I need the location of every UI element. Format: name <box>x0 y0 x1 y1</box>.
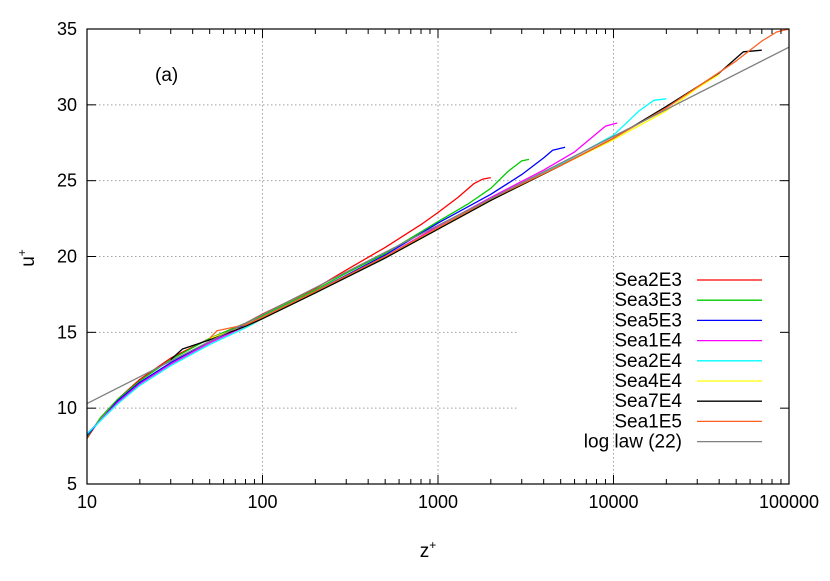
legend-label: Sea2E4 <box>614 351 682 372</box>
x-tick-label: 10 <box>77 492 97 512</box>
series-lines <box>86 28 790 439</box>
y-tick-label: 15 <box>57 322 77 342</box>
y-tick-label: 30 <box>57 95 77 115</box>
legend-label: log law (22) <box>584 432 682 453</box>
series-line <box>86 46 790 405</box>
series-line <box>86 158 530 438</box>
legend-label: Sea1E4 <box>614 331 682 352</box>
series-line <box>86 98 667 435</box>
x-tick-label: 100000 <box>759 492 819 512</box>
legend-label: Sea7E4 <box>614 391 682 412</box>
y-axis-label: u+ <box>15 249 39 267</box>
legend-label: Sea5E3 <box>614 310 682 331</box>
panel-label: (a) <box>155 65 178 86</box>
legend-label: Sea3E3 <box>614 290 682 311</box>
legend: Sea2E3Sea3E3Sea5E3Sea1E4Sea2E4Sea4E4Sea7… <box>584 270 762 453</box>
y-tick-label: 20 <box>57 247 77 267</box>
y-tick-label: 10 <box>57 398 77 418</box>
legend-label: Sea4E4 <box>614 371 682 392</box>
legend-label: Sea1E5 <box>614 411 682 432</box>
series-line <box>86 176 491 439</box>
series-line <box>209 28 790 339</box>
series-line <box>86 146 566 436</box>
y-tick-label: 5 <box>67 474 77 494</box>
legend-label: Sea2E3 <box>614 270 682 291</box>
x-axis-label: z+ <box>420 538 437 562</box>
grid <box>87 29 789 484</box>
y-tick-label: 35 <box>57 19 77 39</box>
x-tick-label: 10000 <box>588 492 638 512</box>
series-line <box>86 122 618 435</box>
x-tick-label: 100 <box>247 492 277 512</box>
y-tick-label: 25 <box>57 171 77 191</box>
x-tick-label: 1000 <box>418 492 458 512</box>
